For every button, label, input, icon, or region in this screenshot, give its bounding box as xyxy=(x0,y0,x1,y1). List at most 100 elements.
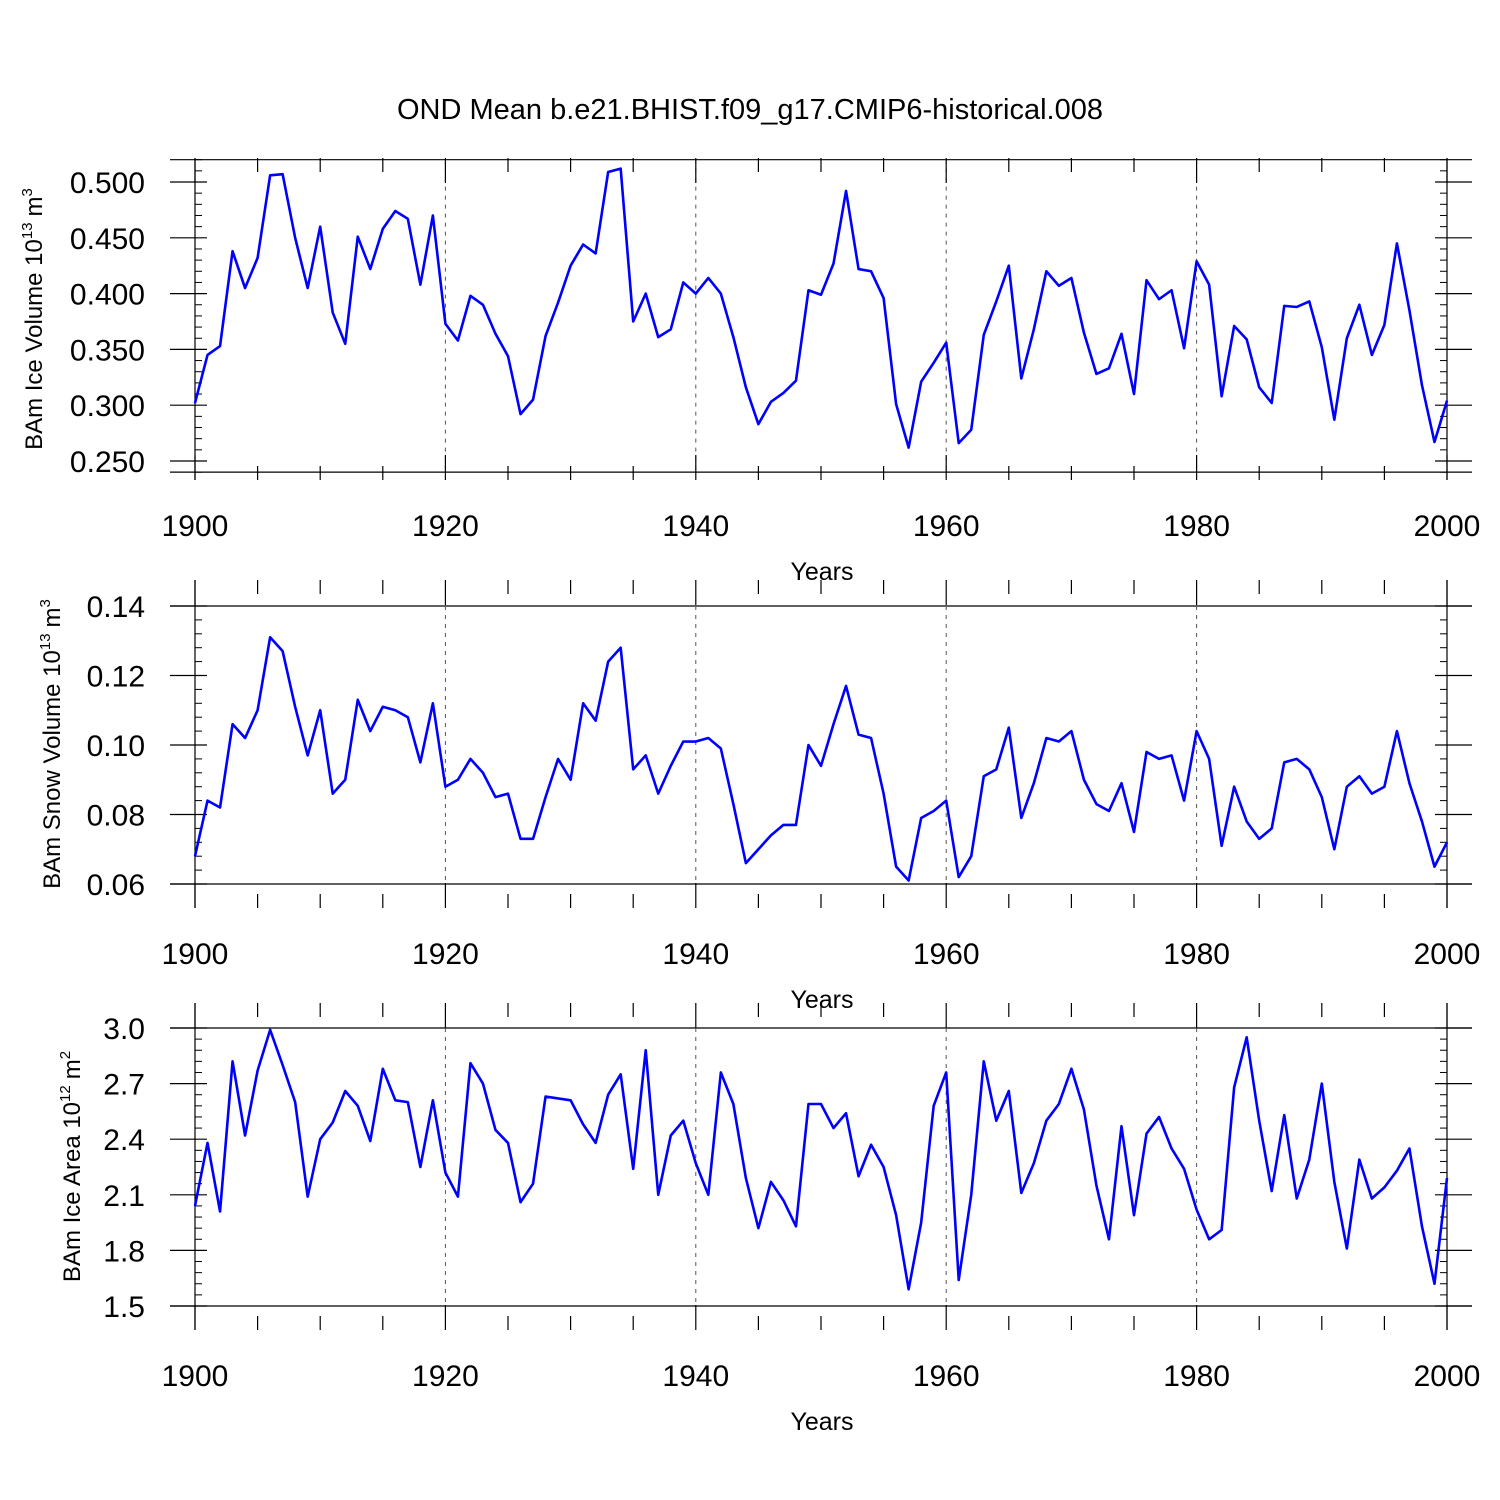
data-point xyxy=(657,792,660,795)
data-point xyxy=(845,1112,847,1115)
data-point xyxy=(644,754,647,757)
x-tick-label: 2000 xyxy=(1414,938,1481,971)
data-point xyxy=(432,702,434,705)
data-point xyxy=(907,446,910,449)
data-point xyxy=(1333,1181,1336,1183)
data-point xyxy=(356,235,359,238)
y-tick-label: 0.06 xyxy=(87,869,145,902)
data-point xyxy=(1346,1247,1348,1250)
data-point xyxy=(206,799,209,802)
data-point xyxy=(1408,1147,1411,1150)
data-point xyxy=(695,1162,697,1165)
data-point xyxy=(682,281,685,284)
data-point xyxy=(720,747,722,750)
data-point xyxy=(206,1142,209,1144)
data-point xyxy=(970,1194,973,1196)
data-point xyxy=(1008,264,1010,267)
data-point xyxy=(1195,730,1198,732)
y-axis-label-text: BAm Ice Area 10 xyxy=(59,1102,86,1282)
data-point xyxy=(1233,325,1235,327)
data-point xyxy=(770,401,772,403)
data-point xyxy=(244,287,246,289)
data-point xyxy=(1083,331,1085,334)
data-point xyxy=(682,740,685,743)
data-point xyxy=(1383,1186,1386,1189)
data-point xyxy=(1358,775,1361,778)
data-point xyxy=(356,699,359,701)
data-point xyxy=(557,758,559,760)
data-point xyxy=(1058,1103,1060,1105)
data-point xyxy=(832,262,835,265)
data-point xyxy=(1195,260,1198,263)
data-point xyxy=(907,1288,910,1291)
data-point xyxy=(269,636,271,639)
y-tick-label: 0.14 xyxy=(87,591,145,624)
data-point xyxy=(206,354,209,356)
data-point xyxy=(1396,1169,1398,1172)
data-point xyxy=(995,300,998,303)
data-point xyxy=(1308,1158,1311,1161)
data-point xyxy=(920,380,922,383)
data-point xyxy=(1321,796,1323,798)
data-point xyxy=(432,1099,434,1102)
data-point xyxy=(231,1060,234,1063)
data-point xyxy=(932,810,935,812)
data-point xyxy=(1133,831,1135,833)
data-point xyxy=(382,1067,384,1070)
x-tick-label: 1920 xyxy=(412,938,479,971)
data-point xyxy=(707,277,710,279)
data-point xyxy=(532,1182,534,1185)
y-axis-label-unit-exponent: 3 xyxy=(19,188,36,196)
data-point xyxy=(757,848,760,851)
data-point xyxy=(982,775,985,778)
data-point xyxy=(720,292,722,295)
data-point xyxy=(382,228,384,230)
data-point xyxy=(695,740,697,743)
data-point xyxy=(1220,395,1223,398)
data-point xyxy=(1045,1119,1048,1122)
data-point xyxy=(882,1166,885,1168)
data-point xyxy=(1233,785,1235,788)
data-point xyxy=(607,1093,609,1096)
data-point xyxy=(795,824,797,826)
data-point xyxy=(932,1105,935,1107)
data-point xyxy=(219,345,221,347)
y-axis-label-exponent: 12 xyxy=(57,1085,74,1102)
data-point xyxy=(1358,1158,1361,1161)
data-point xyxy=(857,268,860,270)
data-point xyxy=(1195,1208,1198,1211)
data-point xyxy=(1183,347,1185,350)
data-point xyxy=(832,1127,835,1129)
data-point xyxy=(1358,303,1361,306)
data-point xyxy=(795,379,797,382)
data-point xyxy=(895,403,897,405)
data-point xyxy=(745,386,747,389)
data-point xyxy=(394,1099,397,1102)
x-axis-label: Years xyxy=(790,986,853,1014)
series-line xyxy=(193,167,1449,449)
data-point xyxy=(619,1073,622,1076)
data-point xyxy=(319,709,322,712)
data-point xyxy=(469,295,472,297)
x-tick-label: 1920 xyxy=(412,1360,479,1393)
x-tick-label: 1900 xyxy=(162,510,229,543)
data-point xyxy=(632,1168,634,1170)
data-point xyxy=(306,287,309,289)
data-point xyxy=(482,1082,484,1085)
data-point xyxy=(306,1195,309,1198)
data-point xyxy=(1108,810,1110,812)
data-point xyxy=(845,685,847,687)
y-axis-label-text: BAm Ice Volume 10 xyxy=(21,239,48,450)
data-point xyxy=(419,283,422,286)
data-point xyxy=(669,1134,672,1137)
data-point xyxy=(1008,1090,1010,1092)
x-tick-label: 1900 xyxy=(162,938,229,971)
data-point xyxy=(569,264,572,267)
data-point xyxy=(782,1199,785,1202)
data-point xyxy=(745,1177,747,1179)
data-point xyxy=(457,1195,459,1198)
data-point xyxy=(720,1071,722,1074)
data-point xyxy=(394,210,397,212)
data-point xyxy=(544,1095,547,1098)
